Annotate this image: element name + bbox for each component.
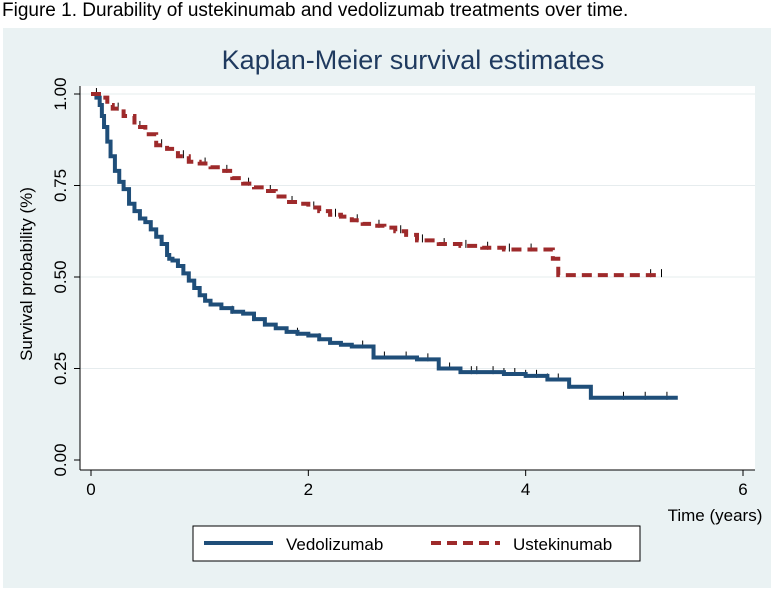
x-tick-label-1: 2	[304, 480, 313, 499]
figure-caption: Figure 1. Durability of ustekinumab and …	[2, 0, 629, 21]
axes: 0.00 0.25 0.50 0.75 1.00 0 2 4 6	[51, 77, 755, 499]
kaplan-meier-chart: Kaplan-Meier survival estimates 0.00 0.25…	[17, 45, 763, 562]
grid-lines	[80, 93, 755, 369]
series-ustekinumab	[91, 88, 662, 278]
y-tick-label-1: 0.25	[51, 352, 70, 385]
x-axis-label: Time (years)	[668, 506, 763, 525]
legend: Vedolizumab Ustekinumab	[192, 525, 641, 562]
plot-area	[80, 86, 755, 470]
series-vedolizumab	[91, 92, 678, 400]
y-axis-label: Survival probability (%)	[17, 187, 36, 361]
survival-curve-vedolizumab	[91, 92, 678, 400]
chart-figure: Kaplan-Meier survival estimates 0.00 0.25…	[3, 28, 771, 588]
x-tick-label-2: 4	[521, 480, 530, 499]
x-tick-label-0: 0	[86, 480, 95, 499]
y-tick-label-3: 0.75	[51, 169, 70, 202]
chart-title: Kaplan-Meier survival estimates	[222, 45, 605, 75]
series-layer	[91, 88, 678, 400]
legend-label-vedolizumab: Vedolizumab	[286, 535, 383, 554]
legend-label-ustekinumab: Ustekinumab	[513, 535, 612, 554]
y-tick-label-4: 1.00	[51, 77, 70, 110]
x-tick-label-3: 6	[738, 480, 747, 499]
y-tick-label-2: 0.50	[51, 260, 70, 293]
survival-curve-ustekinumab	[91, 92, 657, 278]
y-tick-label-0: 0.00	[51, 443, 70, 476]
